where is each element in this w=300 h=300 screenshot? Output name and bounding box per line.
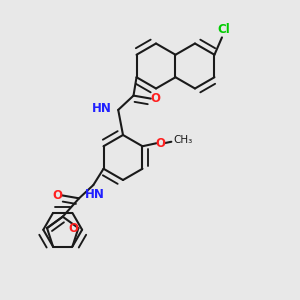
Text: O: O	[156, 137, 166, 150]
Text: HN: HN	[85, 188, 105, 201]
Text: O: O	[68, 222, 78, 235]
Text: Cl: Cl	[217, 23, 230, 36]
Text: HN: HN	[92, 102, 112, 115]
Text: O: O	[52, 189, 62, 202]
Text: CH₃: CH₃	[174, 135, 193, 145]
Text: O: O	[150, 92, 161, 105]
